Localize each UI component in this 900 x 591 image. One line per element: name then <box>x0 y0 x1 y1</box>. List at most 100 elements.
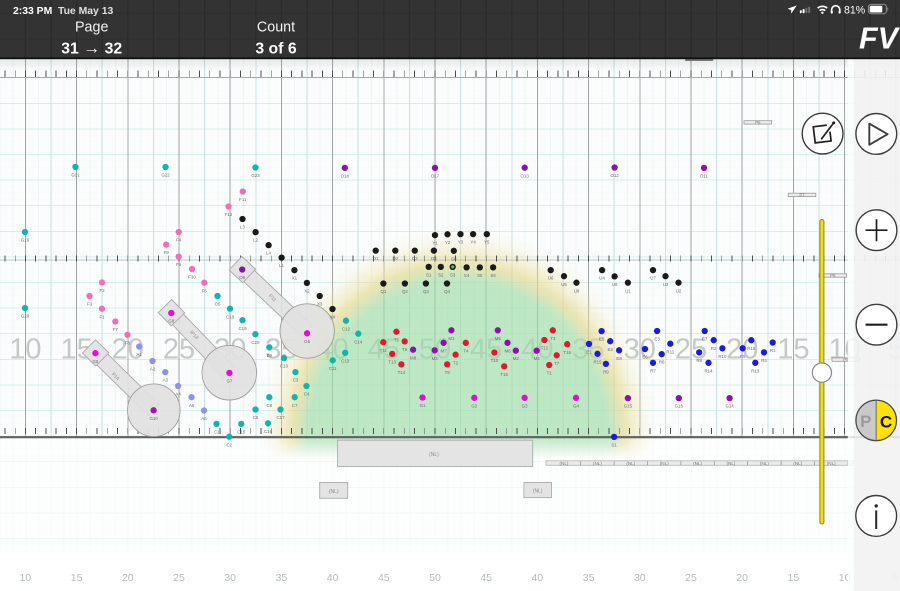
svg-text:40: 40 <box>532 572 544 584</box>
svg-text:20: 20 <box>736 572 748 584</box>
svg-text:FV: FV <box>859 22 900 56</box>
svg-text:(NL): (NL) <box>560 461 569 466</box>
svg-text:R8: R8 <box>696 358 702 363</box>
svg-text:(NL): (NL) <box>329 489 339 495</box>
svg-text:45: 45 <box>480 572 492 584</box>
svg-text:25: 25 <box>685 572 697 584</box>
svg-text:M3: M3 <box>432 356 439 361</box>
svg-text:10: 10 <box>20 572 32 584</box>
svg-text:15: 15 <box>71 572 83 584</box>
svg-text:R4: R4 <box>761 358 767 363</box>
svg-text:L3: L3 <box>240 225 245 230</box>
svg-text:C15: C15 <box>237 430 246 435</box>
svg-text:G5: G5 <box>92 359 98 364</box>
svg-text:E8: E8 <box>616 356 622 361</box>
svg-text:C1: C1 <box>214 430 220 435</box>
svg-text:35: 35 <box>583 572 595 584</box>
svg-text:A3: A3 <box>163 378 169 383</box>
svg-text:C7: C7 <box>292 403 298 408</box>
svg-text:C16: C16 <box>264 429 273 434</box>
svg-text:U8: U8 <box>612 282 618 287</box>
svg-text:O5: O5 <box>215 302 221 307</box>
svg-text:Q4: Q4 <box>444 289 450 294</box>
svg-text:T14: T14 <box>398 370 406 375</box>
svg-text:R13: R13 <box>751 368 760 373</box>
svg-text:G4: G4 <box>573 403 579 408</box>
svg-text:F7: F7 <box>113 327 119 332</box>
svg-text:S1: S1 <box>611 443 617 448</box>
svg-text:E7: E7 <box>702 337 708 342</box>
svg-text:T13: T13 <box>388 360 396 365</box>
svg-text:L1: L1 <box>279 263 284 268</box>
svg-text:A6: A6 <box>189 403 195 408</box>
svg-text:Y4: Y4 <box>470 240 476 245</box>
svg-text:L2: L2 <box>253 238 258 243</box>
svg-text:O13: O13 <box>521 173 530 178</box>
svg-text:U6: U6 <box>548 276 554 281</box>
svg-text:Tue May 13: Tue May 13 <box>58 6 113 17</box>
svg-text:Y5: Y5 <box>484 240 490 245</box>
svg-text:U2: U2 <box>676 288 682 293</box>
svg-text:C11: C11 <box>329 366 337 371</box>
svg-text:S5: S5 <box>477 273 483 278</box>
svg-text:E3: E3 <box>654 337 660 342</box>
svg-text:(NL): (NL) <box>793 461 802 466</box>
svg-text:R2: R2 <box>711 346 717 351</box>
svg-text:A4: A4 <box>175 392 181 397</box>
svg-text:Y1: Y1 <box>432 241 438 246</box>
svg-text:81%: 81% <box>844 4 866 16</box>
svg-text:(NL): (NL) <box>760 461 769 466</box>
svg-text:M6: M6 <box>504 348 511 353</box>
svg-text:A2: A2 <box>150 367 156 372</box>
svg-text:50: 50 <box>429 572 441 584</box>
svg-text:P9: P9 <box>843 357 849 362</box>
svg-text:O11: O11 <box>700 174 709 179</box>
svg-text:R16: R16 <box>747 346 756 351</box>
svg-text:R9: R9 <box>603 370 609 375</box>
svg-text:(NL): (NL) <box>626 461 635 466</box>
svg-text:G6: G6 <box>304 339 310 344</box>
svg-text:C12: C12 <box>342 326 351 331</box>
svg-text:10: 10 <box>839 572 851 584</box>
svg-text:3 of 6: 3 of 6 <box>255 41 296 58</box>
svg-text:10: 10 <box>9 334 41 366</box>
svg-text:30: 30 <box>224 572 236 584</box>
svg-text:F1: F1 <box>99 314 105 319</box>
svg-text:S2: S2 <box>438 273 444 278</box>
svg-text:C14: C14 <box>354 339 363 344</box>
svg-text:A5: A5 <box>201 416 207 421</box>
svg-text:35: 35 <box>276 572 288 584</box>
svg-text:C13: C13 <box>341 358 350 363</box>
svg-text:R7: R7 <box>650 368 656 373</box>
svg-text:25: 25 <box>675 334 707 366</box>
svg-text:31 → 32: 31 → 32 <box>61 38 122 57</box>
svg-text:X1: X1 <box>292 276 298 281</box>
svg-text:F2: F2 <box>99 288 105 293</box>
svg-text:R14: R14 <box>704 368 713 373</box>
svg-text:O9: O9 <box>239 275 245 280</box>
svg-text:U5: U5 <box>561 282 567 287</box>
svg-text:Q2: Q2 <box>402 289 408 294</box>
svg-text:2:33 PM: 2:33 PM <box>13 6 52 17</box>
svg-text:D3: D3 <box>412 256 418 261</box>
svg-text:U9: U9 <box>574 288 580 293</box>
svg-text:S3: S3 <box>450 273 456 278</box>
svg-text:G10: G10 <box>149 416 158 421</box>
svg-text:T5: T5 <box>394 337 400 342</box>
svg-text:T16: T16 <box>500 372 508 377</box>
svg-text:Q3: Q3 <box>423 289 429 294</box>
svg-text:(NL): (NL) <box>429 452 439 458</box>
svg-text:F6: F6 <box>202 288 208 293</box>
svg-text:C20: C20 <box>251 340 260 345</box>
svg-text:E1: E1 <box>586 350 592 355</box>
svg-text:T7: T7 <box>554 361 560 366</box>
svg-text:45: 45 <box>378 572 390 584</box>
svg-text:S0: S0 <box>451 256 457 261</box>
svg-text:F10: F10 <box>188 275 196 280</box>
svg-text:U3: U3 <box>663 282 669 287</box>
svg-text:X2: X2 <box>304 289 310 294</box>
svg-text:E6: E6 <box>642 355 648 360</box>
svg-text:T1: T1 <box>547 371 553 376</box>
svg-text:G14: G14 <box>725 404 734 409</box>
svg-text:D4: D4 <box>431 256 437 261</box>
